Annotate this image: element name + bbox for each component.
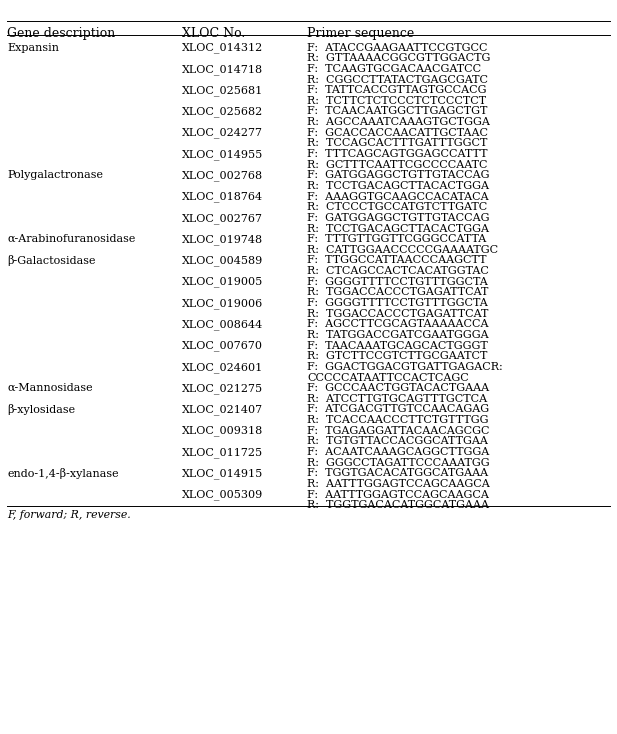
Text: F:  ACAATCAAAGCAGGCTTGGA: F: ACAATCAAAGCAGGCTTGGA xyxy=(307,447,489,457)
Text: R:  TCCAGCACTTTGATTTGGCT: R: TCCAGCACTTTGATTTGGCT xyxy=(307,139,487,148)
Text: XLOC_004589: XLOC_004589 xyxy=(182,255,263,266)
Text: R:  ATCCTTGTGCAGTTTGCTCA: R: ATCCTTGTGCAGTTTGCTCA xyxy=(307,394,487,404)
Text: R:  CTCAGCCACTCACATGGTAC: R: CTCAGCCACTCACATGGTAC xyxy=(307,266,489,276)
Text: α-Mannosidase: α-Mannosidase xyxy=(7,383,93,393)
Text: XLOC_009318: XLOC_009318 xyxy=(182,426,263,437)
Text: F:  TTGGCCATTAACCCAAGCTT: F: TTGGCCATTAACCCAAGCTT xyxy=(307,255,487,266)
Text: R:  CATTGGAACCCCCGAAAATGC: R: CATTGGAACCCCCGAAAATGC xyxy=(307,245,499,255)
Text: R:  TCCTGACAGCTTACACTGGA: R: TCCTGACAGCTTACACTGGA xyxy=(307,224,489,233)
Text: Polygalactronase: Polygalactronase xyxy=(7,170,104,181)
Text: XLOC_014955: XLOC_014955 xyxy=(182,149,263,160)
Text: XLOC_005309: XLOC_005309 xyxy=(182,490,263,501)
Text: F:  TGGTGACACATGGCATGAAA: F: TGGTGACACATGGCATGAAA xyxy=(307,468,489,479)
Text: XLOC_024601: XLOC_024601 xyxy=(182,362,263,373)
Text: R:  TGTGTTACCACGGCATTGAA: R: TGTGTTACCACGGCATTGAA xyxy=(307,437,488,446)
Text: R:  CTCCCTGCCATGTCTTGATC: R: CTCCCTGCCATGTCTTGATC xyxy=(307,203,487,212)
Text: XLOC_024277: XLOC_024277 xyxy=(182,128,263,139)
Text: F:  AATTTGGAGTCCAGCAAGCA: F: AATTTGGAGTCCAGCAAGCA xyxy=(307,490,489,500)
Text: R:  TCTTCTCTCCCTCTCCCTCT: R: TCTTCTCTCCCTCTCCCTCT xyxy=(307,96,486,106)
Text: R:  TGGACCACCCTGAGATTCAT: R: TGGACCACCCTGAGATTCAT xyxy=(307,288,489,297)
Text: F:  TGAGAGGATTACAACAGCGC: F: TGAGAGGATTACAACAGCGC xyxy=(307,426,490,436)
Text: F:  TCAACAATGGCTTGAGCTGT: F: TCAACAATGGCTTGAGCTGT xyxy=(307,106,487,117)
Text: Expansin: Expansin xyxy=(7,43,59,53)
Text: F:  TTTGTTGGTTCGGGCCATTA: F: TTTGTTGGTTCGGGCCATTA xyxy=(307,234,487,244)
Text: XLOC_002767: XLOC_002767 xyxy=(182,213,263,224)
Text: F:  TATTCACCGTTAGTGCCACG: F: TATTCACCGTTAGTGCCACG xyxy=(307,85,487,95)
Text: F:  ATCGACGTTGTCCAACAGAG: F: ATCGACGTTGTCCAACAGAG xyxy=(307,404,489,415)
Text: F, forward; R, reverse.: F, forward; R, reverse. xyxy=(7,510,131,520)
Text: R:  CGGCCTTATACTGAGCGATC: R: CGGCCTTATACTGAGCGATC xyxy=(307,75,488,84)
Text: R:  AATTTGGAGTCCAGCAAGCA: R: AATTTGGAGTCCAGCAAGCA xyxy=(307,479,490,489)
Text: XLOC_021407: XLOC_021407 xyxy=(182,404,263,415)
Text: XLOC_019006: XLOC_019006 xyxy=(182,298,263,309)
Text: endo-1,4-β-xylanase: endo-1,4-β-xylanase xyxy=(7,468,119,479)
Text: XLOC_014718: XLOC_014718 xyxy=(182,64,263,75)
Text: XLOC_019005: XLOC_019005 xyxy=(182,277,263,288)
Text: XLOC_025682: XLOC_025682 xyxy=(182,106,263,117)
Text: R:  GTTAAAACGGCGTTGGACTG: R: GTTAAAACGGCGTTGGACTG xyxy=(307,54,491,63)
Text: β-Galactosidase: β-Galactosidase xyxy=(7,255,96,266)
Text: XLOC_007670: XLOC_007670 xyxy=(182,341,263,352)
Text: XLOC_018764: XLOC_018764 xyxy=(182,192,263,203)
Text: β-xylosidase: β-xylosidase xyxy=(7,404,75,415)
Text: R:  GTCTTCCGTCTTGCGAATCT: R: GTCTTCCGTCTTGCGAATCT xyxy=(307,352,487,361)
Text: CCCCCATAATTCCACTCAGC: CCCCCATAATTCCACTCAGC xyxy=(307,373,469,382)
Text: XLOC No.: XLOC No. xyxy=(182,27,246,40)
Text: F:  GATGGAGGCTGTTGTACCAG: F: GATGGAGGCTGTTGTACCAG xyxy=(307,213,490,223)
Text: XLOC_021275: XLOC_021275 xyxy=(182,383,263,394)
Text: XLOC_002768: XLOC_002768 xyxy=(182,170,263,181)
Text: F:  AAAGGTGCAAGCCACATACA: F: AAAGGTGCAAGCCACATACA xyxy=(307,192,489,202)
Text: F:  TTTCAGCAGTGGAGCCATTT: F: TTTCAGCAGTGGAGCCATTT xyxy=(307,149,488,159)
Text: α-Arabinofuranosidase: α-Arabinofuranosidase xyxy=(7,234,136,244)
Text: F:  TCAAGTGCGACAACGATCC: F: TCAAGTGCGACAACGATCC xyxy=(307,64,481,74)
Text: XLOC_025681: XLOC_025681 xyxy=(182,85,263,96)
Text: F:  GGGGTTTTCCTGTTTGGCTA: F: GGGGTTTTCCTGTTTGGCTA xyxy=(307,277,488,287)
Text: R:  AGCCAAATCAAAGTGCTGGA: R: AGCCAAATCAAAGTGCTGGA xyxy=(307,117,490,127)
Text: R:  TGGTGACACATGGCATGAAA: R: TGGTGACACATGGCATGAAA xyxy=(307,501,489,510)
Text: F:  AGCCTTCGCAGTAAAAACCA: F: AGCCTTCGCAGTAAAAACCA xyxy=(307,319,489,330)
Text: XLOC_008644: XLOC_008644 xyxy=(182,319,263,330)
Text: F:  GCCCAACTGGTACACTGAAA: F: GCCCAACTGGTACACTGAAA xyxy=(307,383,489,393)
Text: R:  TCACCAACCCTTCTGTTTGG: R: TCACCAACCCTTCTGTTTGG xyxy=(307,415,489,425)
Text: R:  TATGGACCGATCGAATGGGA: R: TATGGACCGATCGAATGGGA xyxy=(307,330,489,340)
Text: Gene description: Gene description xyxy=(7,27,115,40)
Text: R:  GGGCCTAGATTCCCAAATGG: R: GGGCCTAGATTCCCAAATGG xyxy=(307,458,490,468)
Text: F:  GGGGTTTTCCTGTTTGGCTA: F: GGGGTTTTCCTGTTTGGCTA xyxy=(307,298,488,308)
Text: F:  ATACCGAAGAATTCCGTGCC: F: ATACCGAAGAATTCCGTGCC xyxy=(307,43,488,53)
Text: R:  GCTTTCAATTCGCCCCAATC: R: GCTTTCAATTCGCCCCAATC xyxy=(307,160,488,170)
Text: XLOC_014312: XLOC_014312 xyxy=(182,43,263,54)
Text: F:  GGACTGGACGTGATTGAGACR:: F: GGACTGGACGTGATTGAGACR: xyxy=(307,362,503,372)
Text: F:  GCACCACCAACATTGCTAAC: F: GCACCACCAACATTGCTAAC xyxy=(307,128,488,138)
Text: F:  TAACAAATGCAGCACTGGGT: F: TAACAAATGCAGCACTGGGT xyxy=(307,341,488,351)
Text: XLOC_019748: XLOC_019748 xyxy=(182,234,263,245)
Text: XLOC_014915: XLOC_014915 xyxy=(182,468,263,479)
Text: XLOC_011725: XLOC_011725 xyxy=(182,447,263,458)
Text: R:  TCCTGACAGCTTACACTGGA: R: TCCTGACAGCTTACACTGGA xyxy=(307,181,489,191)
Text: R:  TGGACCACCCTGAGATTCAT: R: TGGACCACCCTGAGATTCAT xyxy=(307,309,489,319)
Text: F:  GATGGAGGCTGTTGTACCAG: F: GATGGAGGCTGTTGTACCAG xyxy=(307,170,490,181)
Text: Primer sequence: Primer sequence xyxy=(307,27,415,40)
